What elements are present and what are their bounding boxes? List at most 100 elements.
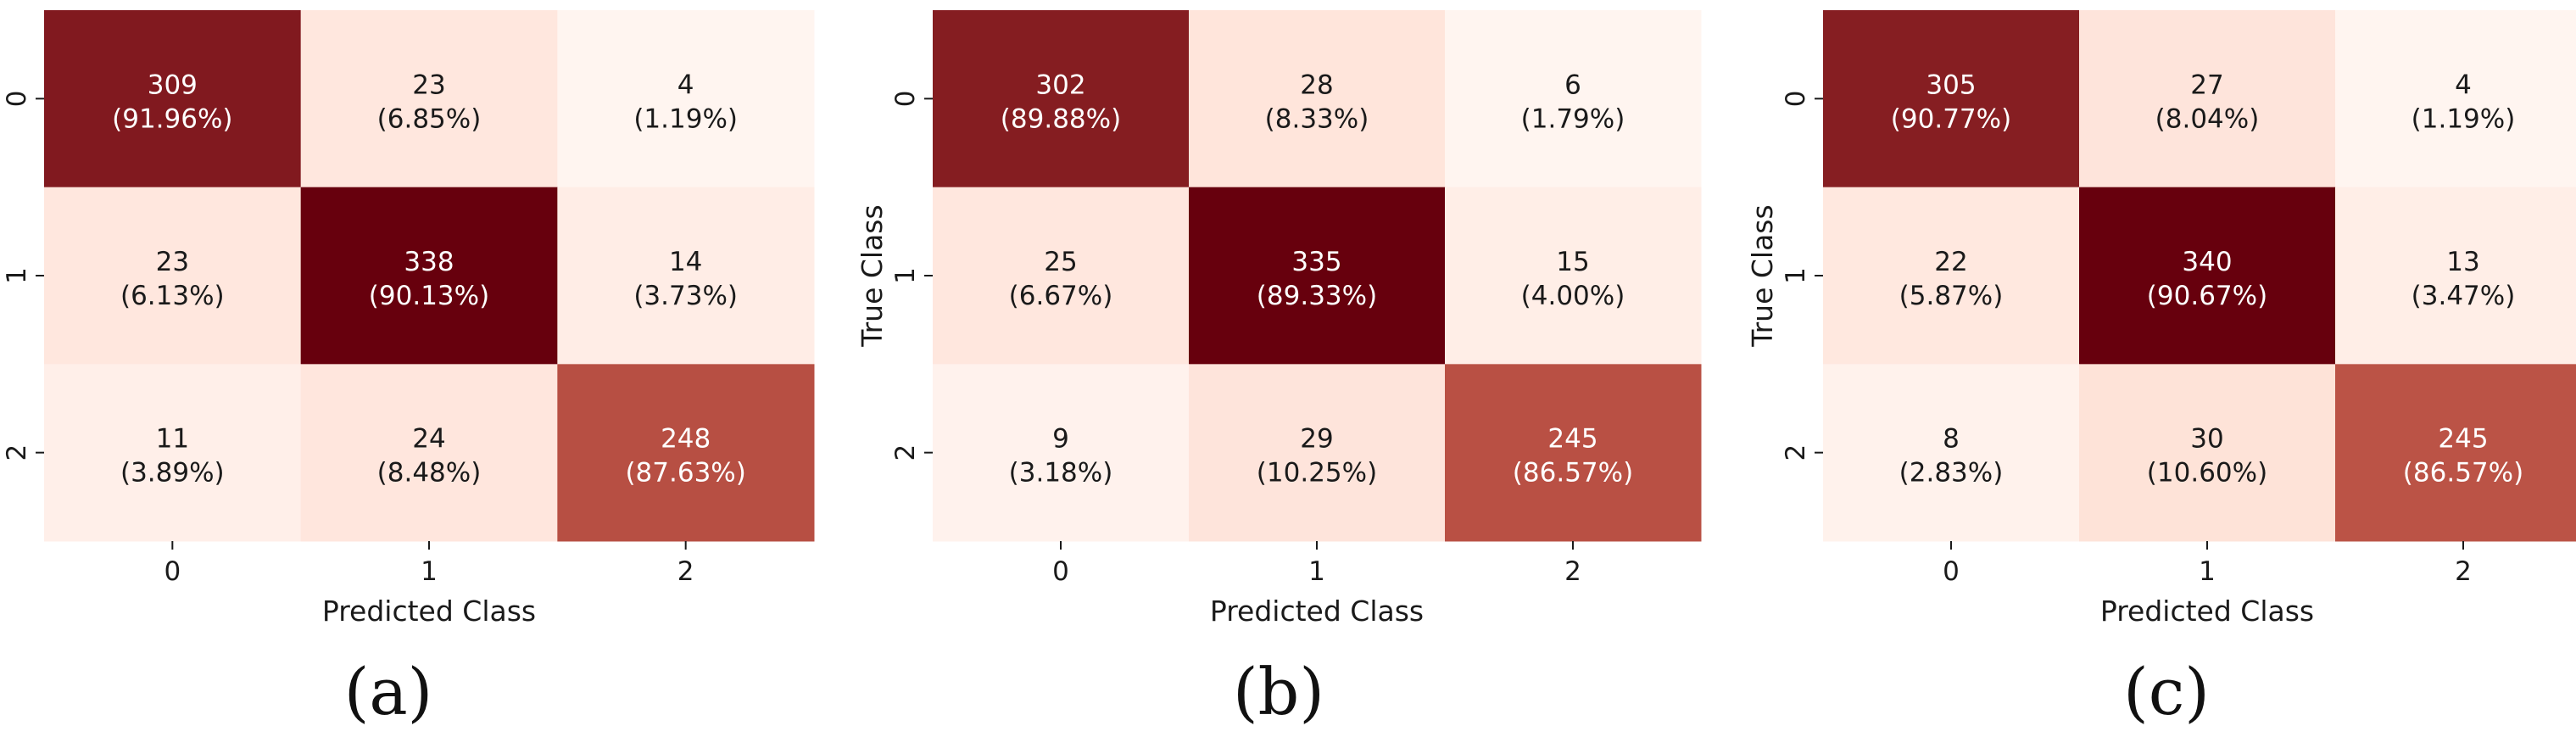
cell-percent-b-0-1: (8.33%) [1265,103,1369,134]
cell-c-0-0 [1823,10,2080,188]
cell-count-a-2-2: 248 [661,424,711,455]
cell-percent-c-2-2: (86.57%) [2403,458,2523,489]
cell-percent-b-2-2: (86.57%) [1513,458,1633,489]
cell-count-b-1-0: 25 [1044,247,1077,277]
cell-count-c-1-0: 22 [1934,247,1967,277]
x-axis-label-b: Predicted Class [1210,595,1424,628]
cell-c-0-1 [2079,10,2336,188]
x-tick-label-a-2: 2 [677,556,694,587]
cell-count-c-1-2: 13 [2446,247,2479,277]
cell-a-2-2 [557,364,815,542]
cell-count-b-0-0: 302 [1035,70,1085,100]
cell-count-c-1-1: 340 [2182,247,2232,277]
cell-percent-b-2-1: (10.25%) [1257,458,1377,489]
cell-b-2-2 [1445,364,1702,542]
y-tick-label-c-0: 0 [1781,90,1811,107]
cell-count-c-0-1: 27 [2190,70,2223,100]
cell-b-1-1 [1189,187,1446,365]
x-axis-label-a: Predicted Class [322,595,536,628]
cell-count-a-1-2: 14 [669,247,702,277]
cell-percent-a-0-1: (6.85%) [377,103,482,134]
cell-c-2-0 [1823,364,2080,542]
cell-percent-c-0-2: (1.19%) [2412,103,2516,134]
y-tick-label-c-1: 1 [1781,267,1811,284]
cell-count-b-2-1: 29 [1300,424,1333,455]
cell-count-c-0-0: 305 [1926,70,1976,100]
x-tick-label-b-0: 0 [1052,556,1069,587]
x-axis-label-c: Predicted Class [2100,595,2314,628]
cell-c-0-2 [2335,10,2576,188]
cell-c-2-2 [2335,364,2576,542]
y-tick-label-b-1: 1 [890,267,921,284]
cell-percent-a-2-1: (8.48%) [377,458,482,489]
cell-percent-a-0-0: (91.96%) [112,103,232,134]
x-tick-label-c-1: 1 [2199,556,2216,587]
y-tick-label-c-2: 2 [1781,444,1811,461]
cell-a-1-2 [557,187,815,365]
cell-c-1-0 [1823,187,2080,365]
cell-count-c-2-2: 245 [2438,424,2488,455]
cell-count-c-2-0: 8 [1943,424,1960,455]
confusion-matrix-panel-a: 309(91.96%)23(6.85%)4(1.19%)23(6.13%)338… [2,10,815,628]
cell-count-b-2-0: 9 [1052,424,1069,455]
cell-percent-c-2-1: (10.60%) [2147,458,2267,489]
x-tick-label-b-2: 2 [1564,556,1581,587]
cell-c-1-1 [2079,187,2336,365]
cell-count-a-0-2: 4 [677,70,694,100]
cell-a-2-1 [300,364,558,542]
cell-count-a-2-1: 24 [412,424,445,455]
y-tick-label-a-0: 0 [2,90,32,107]
cell-count-c-0-2: 4 [2455,70,2472,100]
x-tick-label-a-0: 0 [164,556,181,587]
cell-percent-b-0-2: (1.79%) [1521,103,1625,134]
cell-count-a-0-1: 23 [412,70,445,100]
cell-a-0-2 [557,10,815,188]
y-axis-label-b: True Class [856,204,889,347]
panel-label-c: (c) [2123,654,2210,729]
cell-percent-c-1-1: (90.67%) [2147,281,2267,311]
cell-a-0-1 [300,10,558,188]
cell-a-1-1 [300,187,558,365]
y-axis-label-c: True Class [1746,204,1779,347]
cell-percent-c-2-0: (2.83%) [1899,458,2004,489]
cell-c-2-1 [2079,364,2336,542]
cell-count-a-1-1: 338 [404,247,454,277]
confusion-matrix-panel-b: 302(89.88%) 28(8.33%) 6(1.79%) 25 (6.67%) 335… [856,10,1702,628]
confusion-matrix-panel-c: 305(90.77%)27(8.04%)4(1.19%)22(5.87%)340… [1746,10,2576,628]
cell-percent-a-1-1: (90.13%) [369,281,489,311]
cell-percent-c-0-0: (90.77%) [1891,103,2011,134]
x-tick-label-b-1: 1 [1308,556,1325,587]
x-tick-label-a-1: 1 [421,556,438,587]
cell-count-b-2-2: 245 [1547,424,1597,455]
x-tick-label-c-2: 2 [2455,556,2472,587]
panel-label-a: (a) [344,654,433,729]
cell-a-1-0 [44,187,302,365]
cell-b-0-2 [1445,10,1702,188]
cell-percent-a-2-2: (87.63%) [625,458,745,489]
cell-b-1-2 [1445,187,1702,365]
cell-percent-b-0-0: (89.88%) [1001,103,1121,134]
cell-percent-b-1-1: (89.33%) [1257,281,1377,311]
y-tick-label-a-1: 1 [2,267,32,284]
cell-count-b-0-1: 28 [1300,70,1333,100]
cell-percent-a-1-2: (3.73%) [633,281,738,311]
cell-percent-c-1-0: (5.87%) [1899,281,2004,311]
cell-b-0-0 [933,10,1190,188]
cell-b-1-0 [933,187,1190,365]
cell-count-c-2-1: 30 [2190,424,2223,455]
cell-count-b-0-2: 6 [1564,70,1581,100]
cell-percent-c-0-1: (8.04%) [2155,103,2260,134]
cell-count-a-1-0: 23 [156,247,189,277]
cell-b-0-1 [1189,10,1446,188]
cell-c-1-2 [2335,187,2576,365]
cell-percent-a-2-0: (3.89%) [120,458,225,489]
cell-b-2-0 [933,364,1190,542]
cell-percent-b-2-0: (3.18%) [1009,458,1113,489]
cell-percent-b-1-0: (6.67%) [1009,281,1113,311]
cell-b-2-1 [1189,364,1446,542]
cell-count-b-1-2: 15 [1556,247,1589,277]
cell-percent-b-1-2: (4.00%) [1521,281,1625,311]
cell-a-2-0 [44,364,302,542]
cell-percent-c-1-2: (3.47%) [2412,281,2516,311]
